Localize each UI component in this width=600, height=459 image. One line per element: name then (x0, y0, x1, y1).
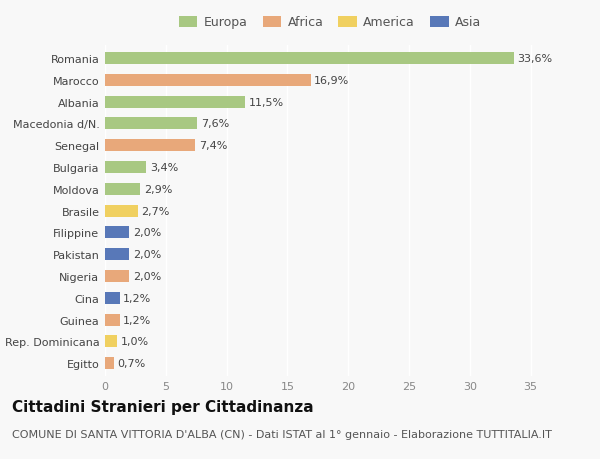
Text: 2,9%: 2,9% (144, 185, 172, 195)
Bar (105, 205, 138, 217)
Bar (105, 270, 130, 282)
Text: 2,0%: 2,0% (133, 228, 161, 238)
Text: Cittadini Stranieri per Cittadinanza: Cittadini Stranieri per Cittadinanza (12, 399, 314, 414)
Text: 1,2%: 1,2% (123, 293, 151, 303)
Bar (105, 292, 119, 304)
Text: 7,4%: 7,4% (199, 141, 227, 151)
Bar (105, 140, 195, 152)
Text: 2,0%: 2,0% (133, 271, 161, 281)
Text: 7,6%: 7,6% (201, 119, 229, 129)
Bar (105, 96, 245, 108)
Legend: Europa, Africa, America, Asia: Europa, Africa, America, Asia (175, 12, 485, 33)
Bar (105, 358, 113, 369)
Text: 2,0%: 2,0% (133, 250, 161, 260)
Bar (105, 227, 130, 239)
Bar (105, 184, 140, 196)
Bar (105, 314, 119, 326)
Bar (105, 249, 130, 261)
Text: COMUNE DI SANTA VITTORIA D'ALBA (CN) - Dati ISTAT al 1° gennaio - Elaborazione T: COMUNE DI SANTA VITTORIA D'ALBA (CN) - D… (12, 429, 552, 439)
Bar (105, 336, 117, 347)
Bar (105, 118, 197, 130)
Text: 3,4%: 3,4% (150, 162, 178, 173)
Bar (105, 162, 146, 174)
Text: 16,9%: 16,9% (314, 76, 349, 86)
Bar (105, 75, 311, 87)
Text: 2,7%: 2,7% (142, 206, 170, 216)
Text: 0,7%: 0,7% (117, 358, 145, 368)
Text: 1,0%: 1,0% (121, 336, 149, 347)
Bar (105, 53, 514, 65)
Text: 1,2%: 1,2% (123, 315, 151, 325)
Text: 11,5%: 11,5% (248, 97, 284, 107)
Text: 33,6%: 33,6% (517, 54, 553, 64)
